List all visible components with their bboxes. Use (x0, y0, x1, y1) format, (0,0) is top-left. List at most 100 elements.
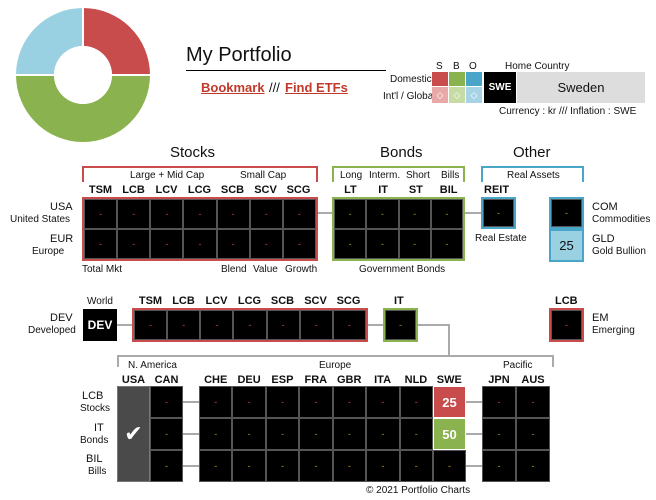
cell-deu-it[interactable]: - (232, 418, 266, 450)
cell-dev-scg[interactable]: - (332, 310, 366, 340)
cell-reit[interactable]: - (483, 199, 514, 227)
cell-eur-it[interactable]: - (366, 229, 399, 259)
cell-usa-scb[interactable]: - (216, 199, 250, 229)
cell-can-lcb[interactable]: - (150, 386, 183, 418)
cell-gbr-bil[interactable]: - (332, 450, 367, 482)
stocks-columns: TSM LCB LCV LCG SCB SCV SCG (84, 184, 315, 196)
intl-other-toggle[interactable]: ◇ (466, 87, 482, 103)
cell-usa-tsm[interactable]: - (84, 199, 118, 229)
bookmark-link[interactable]: Bookmark (201, 80, 265, 95)
cell-nld-bil[interactable]: - (399, 450, 433, 482)
cell-aus-it[interactable]: - (516, 418, 550, 450)
cell-che-bil[interactable]: - (199, 450, 233, 482)
home-country-name[interactable]: Sweden (517, 72, 645, 103)
cell-usa-bil[interactable]: - (430, 199, 463, 229)
cell-eur-lcg[interactable]: - (183, 229, 217, 259)
cell-usa-lcg[interactable]: - (183, 199, 217, 229)
col-bil: BIL (439, 184, 458, 196)
cell-esp-it[interactable]: - (265, 418, 300, 450)
cell-deu-lcb[interactable]: - (232, 386, 266, 418)
cell-che-it[interactable]: - (199, 418, 233, 450)
cell-nld-lcb[interactable]: - (399, 386, 433, 418)
cell-dev-lcv[interactable]: - (200, 310, 234, 340)
cell-ita-lcb[interactable]: - (366, 386, 400, 418)
dev-world-box[interactable]: DEV (83, 309, 117, 341)
cell-usa-it[interactable]: - (366, 199, 399, 229)
domestic-label: Domestic (390, 74, 432, 85)
cell-usa-scg[interactable]: - (282, 199, 316, 229)
cell-gbr-lcb[interactable]: - (332, 386, 367, 418)
cell-eur-scv[interactable]: - (249, 229, 283, 259)
cell-dev-scv[interactable]: - (299, 310, 333, 340)
cell-eur-scb[interactable]: - (216, 229, 250, 259)
stocks-grid: - - - - - - - - - - - - - - (82, 197, 318, 261)
bonds-group-long: Long (340, 170, 363, 181)
can-column: - - - (150, 386, 183, 482)
link-separator: /// (269, 80, 280, 95)
cell-em-lcb[interactable]: - (551, 310, 582, 340)
cell-fra-it[interactable]: - (299, 418, 333, 450)
col-reit: REIT (484, 184, 510, 196)
region-row-lcb-code: LCB (82, 390, 104, 402)
cell-jpn-bil[interactable]: - (482, 450, 516, 482)
cell-ita-bil[interactable]: - (366, 450, 400, 482)
cell-can-bil[interactable]: - (150, 450, 183, 482)
cell-deu-bil[interactable]: - (232, 450, 266, 482)
cell-eur-lt[interactable]: - (334, 229, 367, 259)
cell-eur-lcv[interactable]: - (150, 229, 184, 259)
cell-gbr-it[interactable]: - (332, 418, 367, 450)
col-it: IT (378, 184, 389, 196)
cell-swe-bil[interactable]: - (433, 450, 466, 482)
cell-eur-bil[interactable]: - (430, 229, 463, 259)
cell-ita-it[interactable]: - (366, 418, 400, 450)
cell-esp-lcb[interactable]: - (265, 386, 300, 418)
cell-usa-lcv[interactable]: - (150, 199, 184, 229)
cell-fra-lcb[interactable]: - (299, 386, 333, 418)
donut-slice-bonds (16, 75, 150, 142)
cell-jpn-lcb[interactable]: - (482, 386, 516, 418)
cell-nld-it[interactable]: - (399, 418, 433, 450)
bonds-bracket (332, 166, 465, 182)
cell-usa-st[interactable]: - (398, 199, 431, 229)
usa-home-check[interactable]: ✔ (117, 386, 150, 482)
dev-columns: TSM LCB LCV LCG SCB SCV SCG (134, 295, 365, 307)
find-etfs-link[interactable]: Find ETFs (285, 80, 348, 95)
cell-swe-lcb[interactable]: 25 (433, 386, 466, 418)
portfolio-donut-chart (16, 8, 150, 142)
cell-gld[interactable]: 25 (549, 229, 584, 262)
cell-jpn-it[interactable]: - (482, 418, 516, 450)
col-swe: SWE (436, 374, 462, 386)
cell-eur-st[interactable]: - (398, 229, 431, 259)
cell-swe-it[interactable]: 50 (433, 418, 466, 450)
cell-esp-bil[interactable]: - (265, 450, 300, 482)
intl-stocks-toggle[interactable]: ◇ (432, 87, 448, 103)
em-col-lcb: LCB (555, 295, 578, 307)
cell-eur-lcb[interactable]: - (117, 229, 151, 259)
cell-fra-bil[interactable]: - (299, 450, 333, 482)
cell-usa-scv[interactable]: - (249, 199, 283, 229)
cell-dev-scb[interactable]: - (266, 310, 300, 340)
section-other: Other (513, 144, 551, 161)
cell-com[interactable]: - (551, 199, 582, 227)
cell-eur-scg[interactable]: - (282, 229, 316, 259)
bonds-grid: - - - - - - - - (332, 197, 465, 261)
col-scg: SCG (286, 184, 311, 196)
cell-can-it[interactable]: - (150, 418, 183, 450)
home-country-code[interactable]: SWE (484, 72, 516, 103)
connector-na-eu-2 (183, 433, 199, 435)
cell-dev-lcb[interactable]: - (167, 310, 201, 340)
cell-aus-bil[interactable]: - (516, 450, 550, 482)
home-country-label: Home Country (505, 61, 570, 72)
row-usa-code: USA (50, 201, 73, 213)
cell-dev-it[interactable]: - (385, 310, 416, 340)
cell-aus-lcb[interactable]: - (516, 386, 550, 418)
cell-eur-tsm[interactable]: - (84, 229, 118, 259)
cell-dev-lcg[interactable]: - (233, 310, 267, 340)
col-can: CAN (154, 374, 179, 386)
col-esp: ESP (271, 374, 294, 386)
intl-bonds-toggle[interactable]: ◇ (449, 87, 465, 103)
cell-usa-lcb[interactable]: - (117, 199, 151, 229)
cell-dev-tsm[interactable]: - (134, 310, 168, 340)
cell-usa-lt[interactable]: - (334, 199, 367, 229)
cell-che-lcb[interactable]: - (199, 386, 233, 418)
